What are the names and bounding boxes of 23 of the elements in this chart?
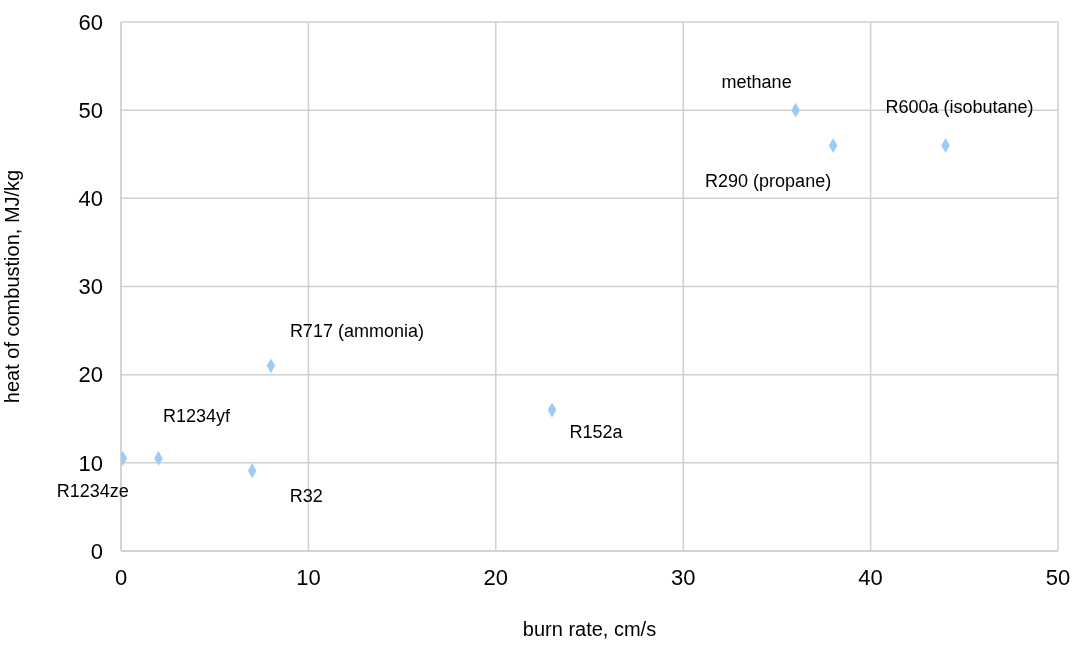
annotation: R290 (propane) <box>705 171 832 192</box>
annotation: R152a <box>569 421 624 442</box>
y-tick-label: 50 <box>78 97 103 123</box>
annotation: R717 (ammonia) <box>289 320 424 341</box>
y-tick-label: 40 <box>78 186 103 212</box>
x-axis-title: burn rate, cm/s <box>522 618 657 640</box>
y-tick-label: 0 <box>90 538 103 564</box>
annotation: R1234ze <box>56 481 129 502</box>
y-tick-label: 60 <box>78 9 103 35</box>
annotation: R32 <box>289 485 323 506</box>
x-tick-label: 30 <box>670 564 696 590</box>
x-tick-label: 20 <box>483 564 509 590</box>
annotation: R1234yf <box>162 406 231 427</box>
y-tick-label: 20 <box>78 362 103 388</box>
y-tick-label: 30 <box>78 274 103 300</box>
y-axis-title: heat of combustion, MJ/kg <box>1 169 24 404</box>
x-tick-label: 0 <box>114 564 128 590</box>
x-tick-label: 40 <box>858 564 883 590</box>
annotation: methane <box>721 72 792 93</box>
x-tick-label: 10 <box>296 564 321 590</box>
y-tick-label: 10 <box>78 450 103 476</box>
x-tick-label: 50 <box>1045 564 1071 590</box>
annotation: R600a (isobutane) <box>885 97 1034 118</box>
